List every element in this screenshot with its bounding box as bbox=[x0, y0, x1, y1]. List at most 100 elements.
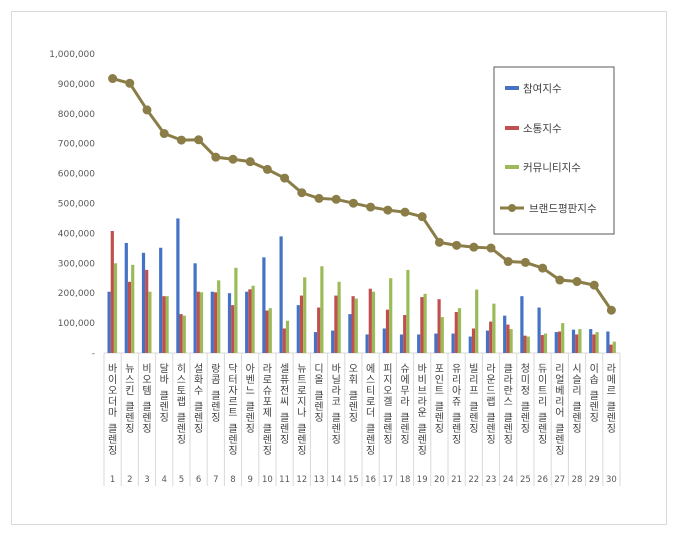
x-index-label: 8 bbox=[230, 475, 235, 485]
y-tick-label: 600,000 bbox=[58, 170, 95, 180]
y-tick-label: 300,000 bbox=[58, 259, 95, 269]
bar-1 bbox=[399, 334, 404, 353]
bar-3 bbox=[543, 333, 548, 353]
bar-3 bbox=[234, 267, 238, 353]
x-index-label: 7 bbox=[213, 475, 218, 485]
bar-1 bbox=[365, 334, 369, 353]
bar-3 bbox=[303, 277, 307, 353]
line-point bbox=[348, 198, 358, 208]
x-index-label: 22 bbox=[468, 475, 479, 485]
bar-1 bbox=[537, 307, 541, 353]
legend-label: 커뮤니티지수 bbox=[523, 162, 581, 174]
x-index-label: 26 bbox=[537, 475, 548, 485]
line-point bbox=[469, 242, 479, 252]
bar-1 bbox=[279, 236, 283, 353]
bar-2 bbox=[489, 321, 493, 353]
x-index-label: 24 bbox=[503, 475, 514, 485]
bar-1 bbox=[468, 336, 472, 353]
bar-3 bbox=[165, 296, 169, 353]
bar-1 bbox=[107, 291, 111, 353]
bar-2 bbox=[231, 305, 235, 353]
x-index-label: 15 bbox=[348, 475, 359, 485]
y-tick-label: - bbox=[92, 349, 95, 359]
x-index-label: 18 bbox=[400, 475, 411, 485]
bar-1 bbox=[159, 247, 163, 353]
bar-3 bbox=[389, 278, 393, 353]
line-point bbox=[142, 105, 152, 115]
bar-3 bbox=[337, 281, 341, 353]
y-tick-label: 1,000,000 bbox=[49, 50, 95, 60]
bar-2 bbox=[162, 296, 166, 353]
bar-2 bbox=[179, 314, 183, 353]
bar-1 bbox=[382, 328, 386, 353]
bar-1 bbox=[141, 252, 146, 353]
bar-1 bbox=[262, 257, 266, 353]
bar-1 bbox=[434, 333, 438, 353]
x-index-label: 19 bbox=[417, 475, 428, 485]
x-index-label: 1 bbox=[110, 475, 115, 485]
line-point bbox=[262, 164, 272, 174]
bar-3 bbox=[268, 308, 272, 353]
line-point bbox=[555, 275, 565, 285]
line-point bbox=[520, 257, 530, 267]
line-point bbox=[228, 154, 238, 164]
bar-2 bbox=[523, 335, 527, 353]
bar-2 bbox=[248, 289, 252, 353]
bar-2 bbox=[145, 269, 149, 353]
x-index-label: 21 bbox=[451, 475, 462, 485]
legend-swatch bbox=[505, 126, 519, 130]
x-index-label: 17 bbox=[382, 475, 393, 485]
x-index-label: 28 bbox=[572, 475, 583, 485]
bar-1 bbox=[451, 333, 455, 353]
line-point bbox=[589, 280, 599, 290]
legend-swatch bbox=[505, 165, 519, 169]
bar-3 bbox=[561, 323, 565, 353]
bar-1 bbox=[227, 293, 232, 353]
bar-3 bbox=[148, 291, 152, 353]
bar-2 bbox=[317, 307, 321, 353]
bar-2 bbox=[454, 312, 458, 353]
bar-3 bbox=[182, 315, 186, 354]
bar-2 bbox=[213, 292, 218, 353]
bar-1 bbox=[503, 315, 507, 354]
line-point bbox=[331, 194, 341, 204]
line-point bbox=[245, 157, 255, 167]
bar-2 bbox=[110, 231, 114, 353]
bar-3 bbox=[113, 263, 118, 353]
line-point bbox=[280, 173, 290, 183]
x-index-label: 2 bbox=[127, 475, 132, 485]
bar-1 bbox=[313, 332, 318, 353]
bar-2 bbox=[299, 295, 304, 353]
line-point bbox=[194, 135, 204, 145]
y-tick-label: 200,000 bbox=[58, 289, 95, 299]
x-index-label: 23 bbox=[486, 475, 497, 485]
bar-2 bbox=[334, 295, 338, 353]
bar-3 bbox=[492, 303, 496, 353]
bar-2 bbox=[351, 296, 355, 353]
y-tick-label: 900,000 bbox=[58, 80, 95, 90]
x-index-label: 16 bbox=[365, 475, 376, 485]
bar-3 bbox=[475, 289, 479, 353]
line-point bbox=[572, 277, 582, 287]
x-index-label: 25 bbox=[520, 475, 531, 485]
line-point bbox=[383, 205, 393, 215]
bar-3 bbox=[354, 298, 358, 353]
